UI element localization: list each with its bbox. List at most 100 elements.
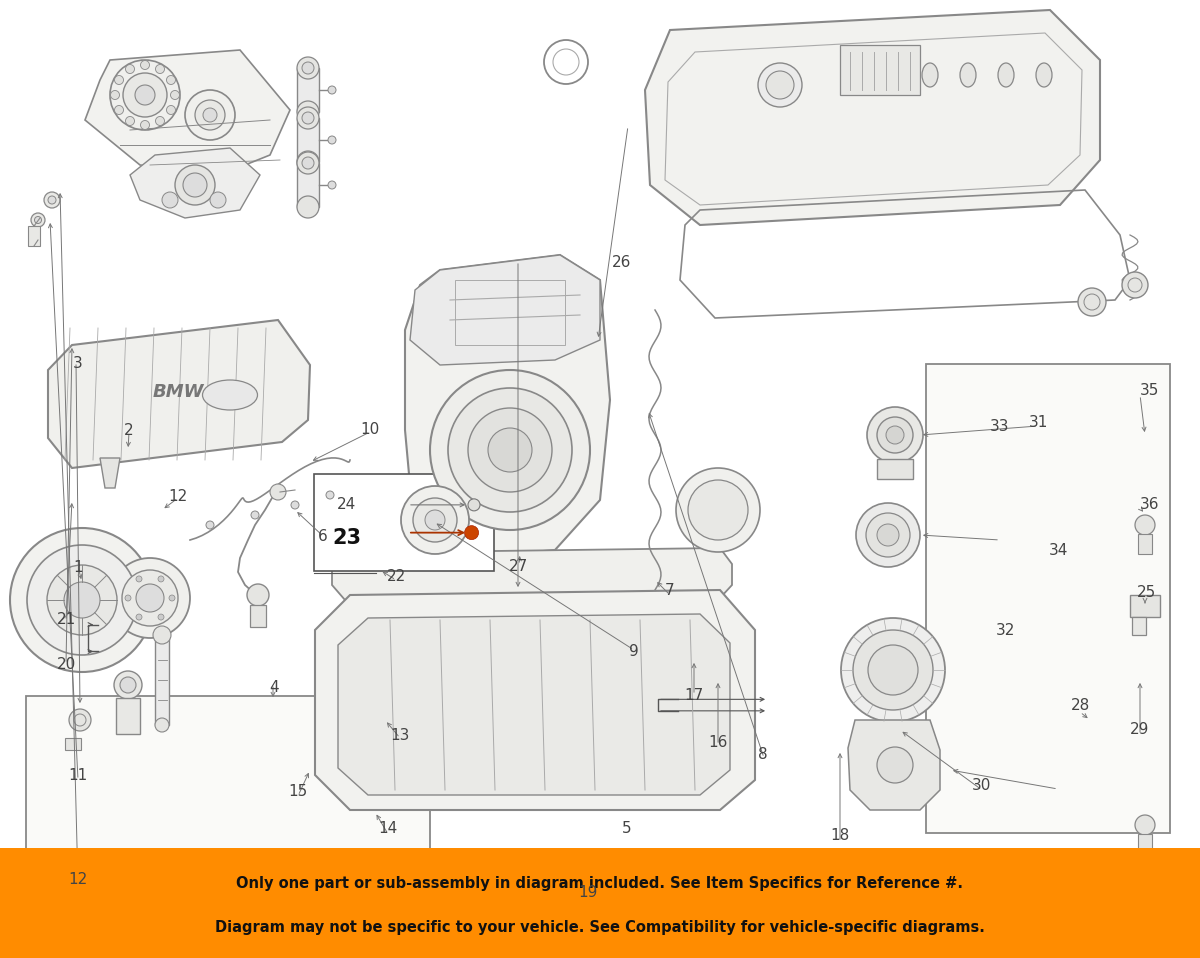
Text: 22: 22 xyxy=(386,569,406,584)
Bar xyxy=(116,698,140,734)
Circle shape xyxy=(185,90,235,140)
Circle shape xyxy=(766,71,794,99)
Circle shape xyxy=(154,626,172,644)
Circle shape xyxy=(122,570,178,626)
Text: 5: 5 xyxy=(622,821,631,836)
Bar xyxy=(250,605,266,627)
Circle shape xyxy=(868,645,918,695)
Circle shape xyxy=(1122,272,1148,298)
Circle shape xyxy=(688,480,748,540)
Ellipse shape xyxy=(998,63,1014,87)
Circle shape xyxy=(136,614,142,620)
Circle shape xyxy=(877,747,913,783)
Text: 1: 1 xyxy=(73,559,83,575)
Polygon shape xyxy=(314,590,755,810)
Circle shape xyxy=(866,513,910,557)
Circle shape xyxy=(328,181,336,189)
Bar xyxy=(28,226,40,246)
Circle shape xyxy=(298,101,319,123)
Circle shape xyxy=(35,217,42,223)
Bar xyxy=(0,848,1200,958)
Circle shape xyxy=(110,60,180,130)
Circle shape xyxy=(326,491,334,499)
Circle shape xyxy=(298,152,319,174)
Circle shape xyxy=(158,614,164,620)
Text: 33: 33 xyxy=(990,419,1009,434)
Ellipse shape xyxy=(960,63,976,87)
Text: 23: 23 xyxy=(332,529,361,548)
Text: 21: 21 xyxy=(56,612,76,627)
Circle shape xyxy=(44,192,60,208)
Bar xyxy=(877,459,913,479)
Bar xyxy=(26,696,430,939)
Circle shape xyxy=(156,64,164,74)
Circle shape xyxy=(302,157,314,169)
Circle shape xyxy=(134,85,155,105)
Circle shape xyxy=(182,173,208,197)
Text: 19: 19 xyxy=(578,885,598,901)
Bar xyxy=(298,118,319,162)
Text: 24: 24 xyxy=(337,497,356,513)
Text: 12: 12 xyxy=(168,489,187,504)
Circle shape xyxy=(298,107,319,129)
Circle shape xyxy=(125,595,131,601)
Text: 14: 14 xyxy=(378,821,397,836)
Circle shape xyxy=(425,510,445,530)
Polygon shape xyxy=(332,548,732,600)
Circle shape xyxy=(298,57,319,79)
Circle shape xyxy=(136,584,164,612)
Text: 35: 35 xyxy=(1140,383,1159,399)
Bar xyxy=(1132,617,1146,635)
Circle shape xyxy=(328,86,336,94)
Circle shape xyxy=(468,499,480,511)
Circle shape xyxy=(206,521,214,529)
Bar xyxy=(1138,534,1152,554)
Circle shape xyxy=(302,112,314,124)
Text: 30: 30 xyxy=(972,778,991,793)
Bar xyxy=(298,163,319,207)
Circle shape xyxy=(155,718,169,732)
Circle shape xyxy=(203,108,217,122)
Text: 12: 12 xyxy=(68,872,88,887)
Circle shape xyxy=(124,73,167,117)
Circle shape xyxy=(140,121,150,129)
Text: 10: 10 xyxy=(360,422,379,437)
Circle shape xyxy=(167,105,175,115)
Circle shape xyxy=(170,90,180,100)
Circle shape xyxy=(28,545,137,655)
Text: 31: 31 xyxy=(1028,415,1048,430)
Text: 13: 13 xyxy=(390,728,409,743)
Text: 36: 36 xyxy=(1140,497,1159,513)
Polygon shape xyxy=(85,50,290,175)
Circle shape xyxy=(110,558,190,638)
Circle shape xyxy=(298,196,319,218)
Circle shape xyxy=(886,426,904,444)
Ellipse shape xyxy=(203,380,258,410)
Circle shape xyxy=(251,511,259,519)
Polygon shape xyxy=(646,10,1100,225)
Circle shape xyxy=(110,90,120,100)
Circle shape xyxy=(1135,815,1154,835)
Circle shape xyxy=(448,388,572,512)
Circle shape xyxy=(877,417,913,453)
Circle shape xyxy=(64,582,100,618)
Circle shape xyxy=(468,408,552,492)
Text: 20: 20 xyxy=(56,657,76,673)
Circle shape xyxy=(298,151,319,173)
Polygon shape xyxy=(100,458,120,488)
Circle shape xyxy=(302,62,314,74)
Circle shape xyxy=(270,484,286,500)
Polygon shape xyxy=(48,320,310,468)
Polygon shape xyxy=(338,614,730,795)
Text: 25: 25 xyxy=(1136,584,1156,600)
Circle shape xyxy=(676,468,760,552)
Circle shape xyxy=(140,60,150,70)
Text: 2: 2 xyxy=(124,422,133,438)
Circle shape xyxy=(853,630,934,710)
Text: 6: 6 xyxy=(318,529,328,544)
Circle shape xyxy=(162,192,178,208)
Circle shape xyxy=(430,370,590,530)
Text: 16: 16 xyxy=(708,735,727,750)
Circle shape xyxy=(10,528,154,672)
Text: Diagram may not be specific to your vehicle. See Compatibility for vehicle-speci: Diagram may not be specific to your vehi… xyxy=(215,920,985,935)
